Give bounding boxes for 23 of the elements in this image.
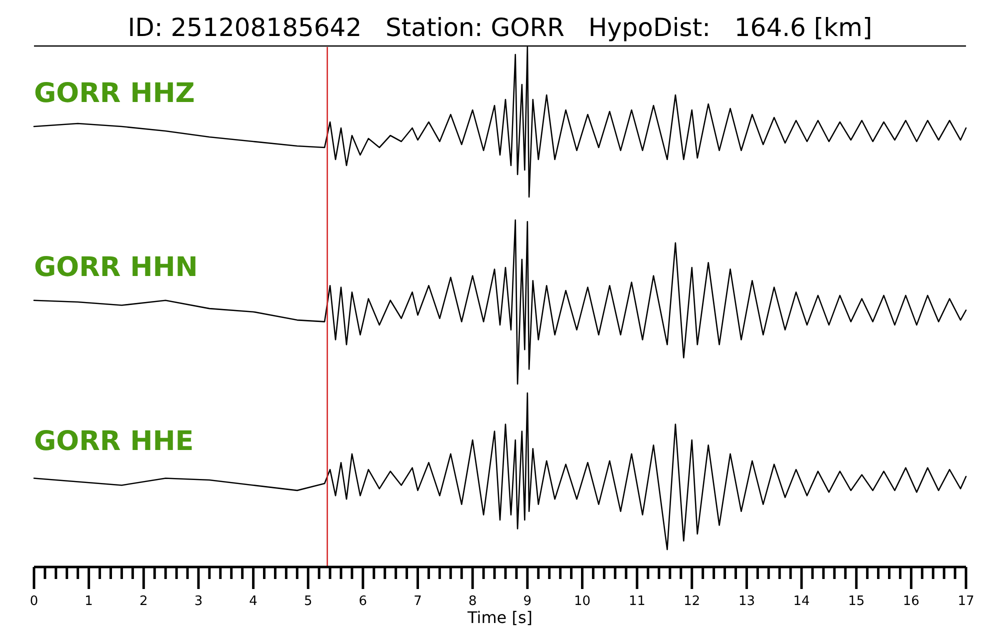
x-axis-title: Time [s] bbox=[466, 608, 533, 627]
annotation: GORR HHE bbox=[34, 426, 194, 457]
chart-title: ID: 251208185642 Station: GORR HypoDist: 164.6 [km] bbox=[128, 13, 872, 42]
annotation: GORR HHN bbox=[34, 252, 198, 283]
x-tick-label: 5 bbox=[304, 594, 312, 609]
x-tick-label: 0 bbox=[30, 594, 38, 609]
x-tick-label: 17 bbox=[958, 594, 974, 609]
x-tick-label: 3 bbox=[194, 594, 203, 609]
x-tick-label: 1 bbox=[84, 594, 93, 609]
x-tick-label: 9 bbox=[523, 594, 532, 609]
x-tick-label: 2 bbox=[140, 594, 148, 609]
x-tick-label: 14 bbox=[793, 594, 810, 609]
x-tick-label: 7 bbox=[414, 594, 422, 609]
x-tick-label: 4 bbox=[249, 594, 258, 609]
x-tick-label: 10 bbox=[574, 594, 591, 609]
x-tick-label: 12 bbox=[684, 594, 700, 609]
x-tick-label: 6 bbox=[358, 594, 368, 609]
x-tick-label: 16 bbox=[902, 594, 920, 609]
x-tick-label: 13 bbox=[738, 594, 755, 609]
x-tick-label: 11 bbox=[628, 594, 646, 609]
annotation: GORR HHZ bbox=[34, 78, 195, 109]
x-tick-label: 15 bbox=[848, 594, 865, 609]
x-tick-label: 8 bbox=[468, 594, 477, 609]
